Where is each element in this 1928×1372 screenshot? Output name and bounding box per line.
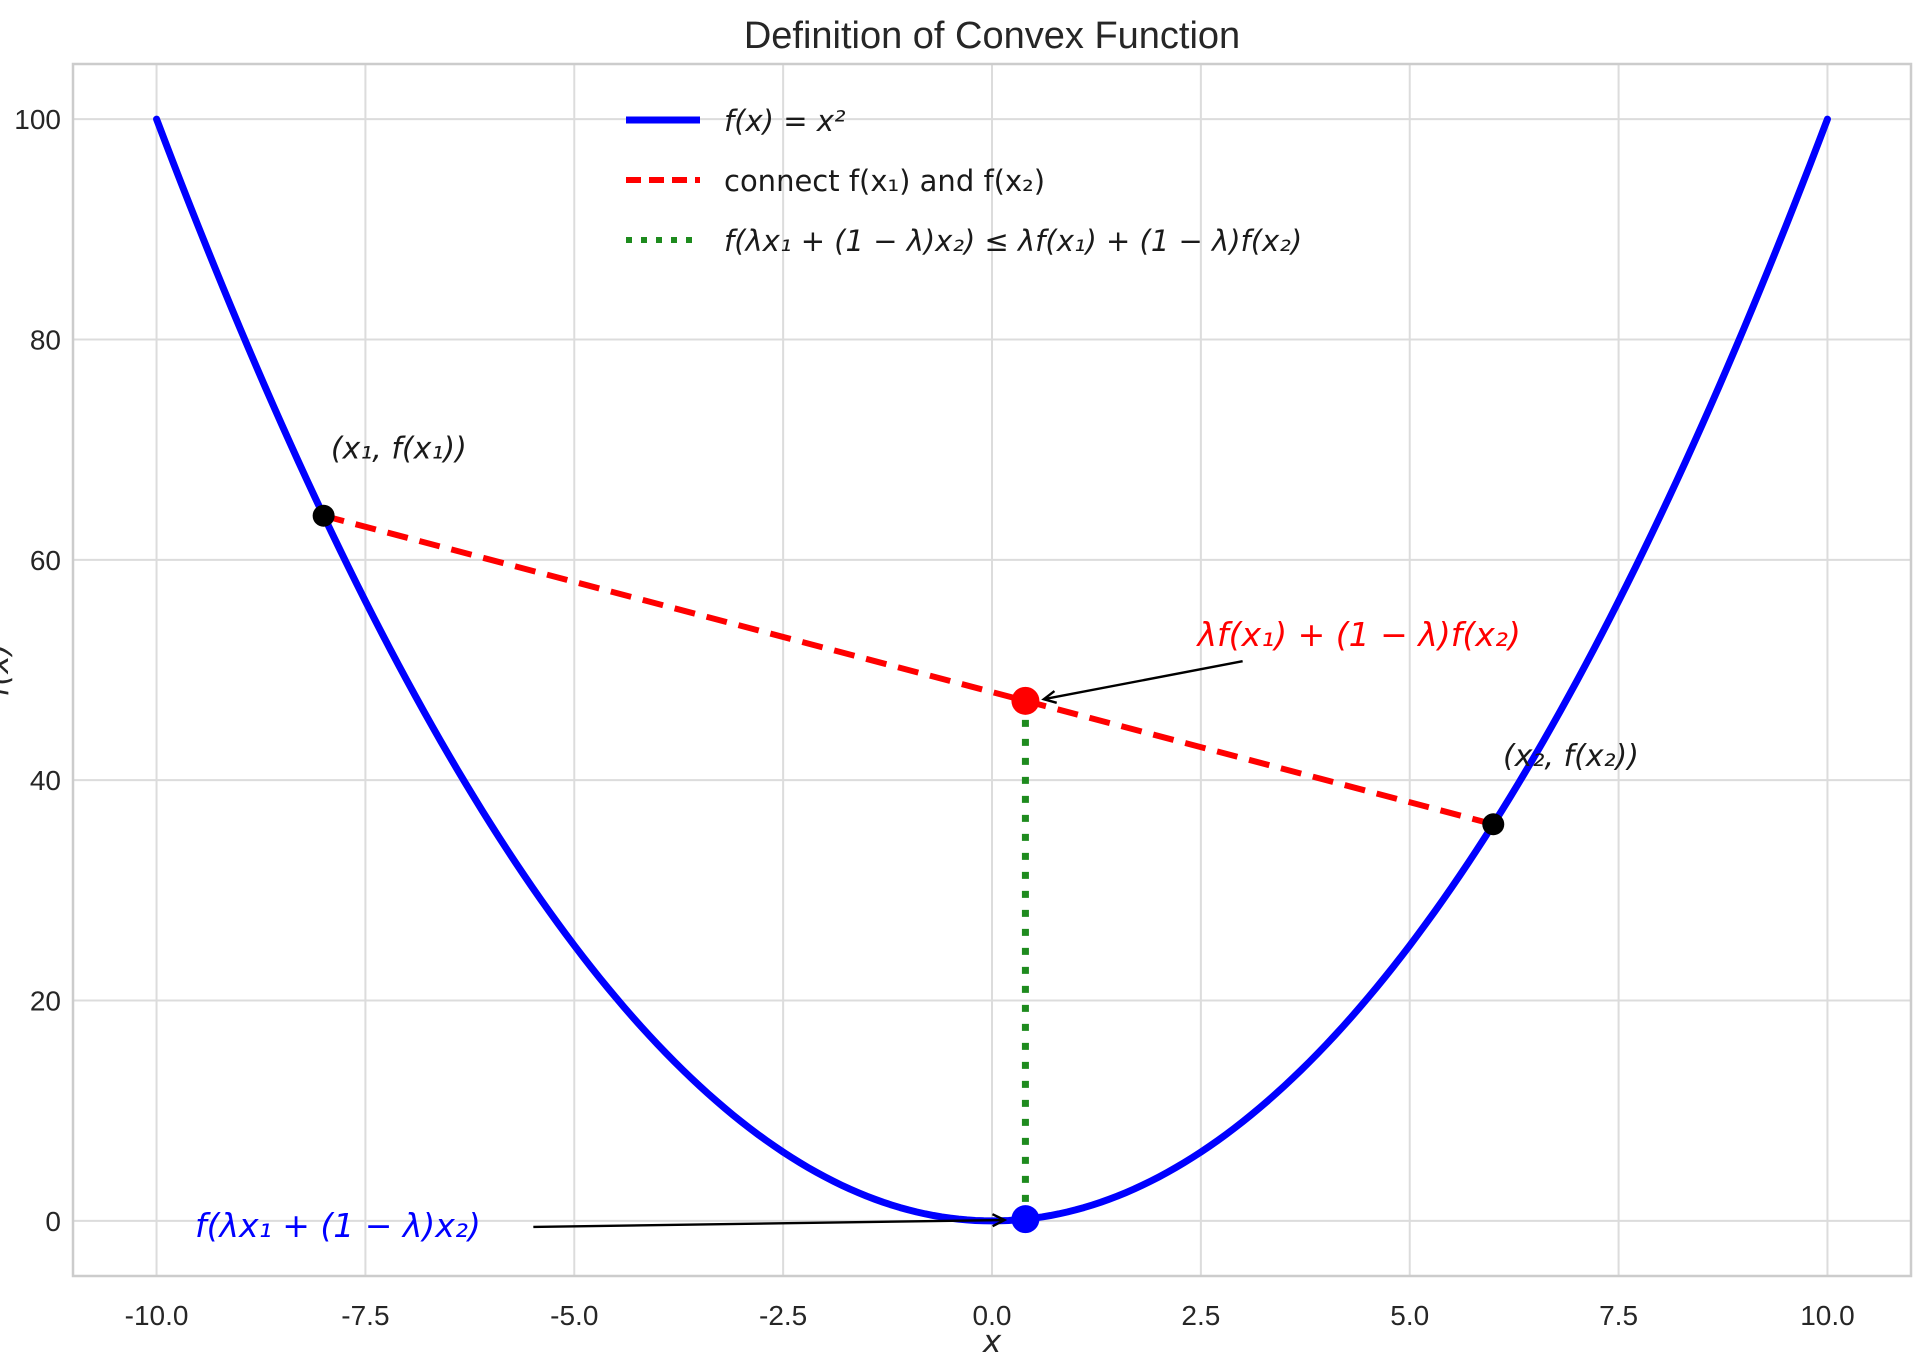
x-tick-label: -2.5 <box>759 1300 807 1331</box>
annotation-labels: (x₁, f(x₁)) (x₂, f(x₂)) λf(x₁) + (1 − λ)f(… <box>195 431 1639 1245</box>
point-x2 <box>1482 813 1505 836</box>
label-chord: λf(x₁) + (1 − λ)f(x₂) <box>1196 615 1521 654</box>
y-axis-label: f(x) <box>0 643 16 696</box>
annotation-arrows <box>533 660 1243 1229</box>
y-tick-label: 80 <box>30 324 61 355</box>
x-tick-label: 2.5 <box>1181 1300 1220 1331</box>
x-tick-label: 10.0 <box>1800 1300 1855 1331</box>
y-tick-label: 0 <box>45 1206 61 1237</box>
x-tick-label: 7.5 <box>1599 1300 1638 1331</box>
y-tick-label: 60 <box>30 545 61 576</box>
y-tick-label: 40 <box>30 765 61 796</box>
x-tick-label: -7.5 <box>341 1300 389 1331</box>
chart-title: Definition of Convex Function <box>744 15 1240 57</box>
plot-area-border <box>71 62 1913 1278</box>
legend-label-inequality: f(λx₁ + (1 − λ)x₂) ≤ λf(x₁) + (1 − λ)f(x… <box>724 224 1302 258</box>
arrow-to-curve-point <box>533 1213 1008 1229</box>
x-tick-label: -10.0 <box>125 1300 189 1331</box>
label-curve: f(λx₁ + (1 − λ)x₂) <box>195 1206 481 1245</box>
point-function-value <box>1011 1205 1040 1234</box>
x-tick-label: 0.0 <box>973 1300 1012 1331</box>
y-tick-label: 100 <box>14 104 61 135</box>
chord-line <box>322 512 1495 828</box>
x-tick-label: -5.0 <box>550 1300 598 1331</box>
label-x1: (x₁, f(x₁)) <box>331 431 467 466</box>
x-tick-label: 5.0 <box>1390 1300 1429 1331</box>
data-points <box>312 504 1505 1234</box>
label-x2: (x₂, f(x₂)) <box>1503 739 1639 774</box>
legend-label-curve: f(x) = x² <box>724 104 846 138</box>
x-axis-label: x <box>982 1324 1002 1360</box>
arrow-to-chord-point <box>1041 660 1243 704</box>
tick-labels: -10.0 -7.5 -5.0 -2.5 0.0 2.5 5.0 7.5 10.0 0 20 40 60… <box>14 104 1854 1331</box>
legend-label-chord: connect f(x₁) and f(x₂) <box>724 164 1045 198</box>
point-chord-combination <box>1011 686 1040 715</box>
legend: f(x) = x² connect f(x₁) and f(x₂) f(λx₁ … <box>626 104 1302 258</box>
point-x1 <box>312 504 335 527</box>
y-tick-label: 20 <box>30 986 61 1017</box>
